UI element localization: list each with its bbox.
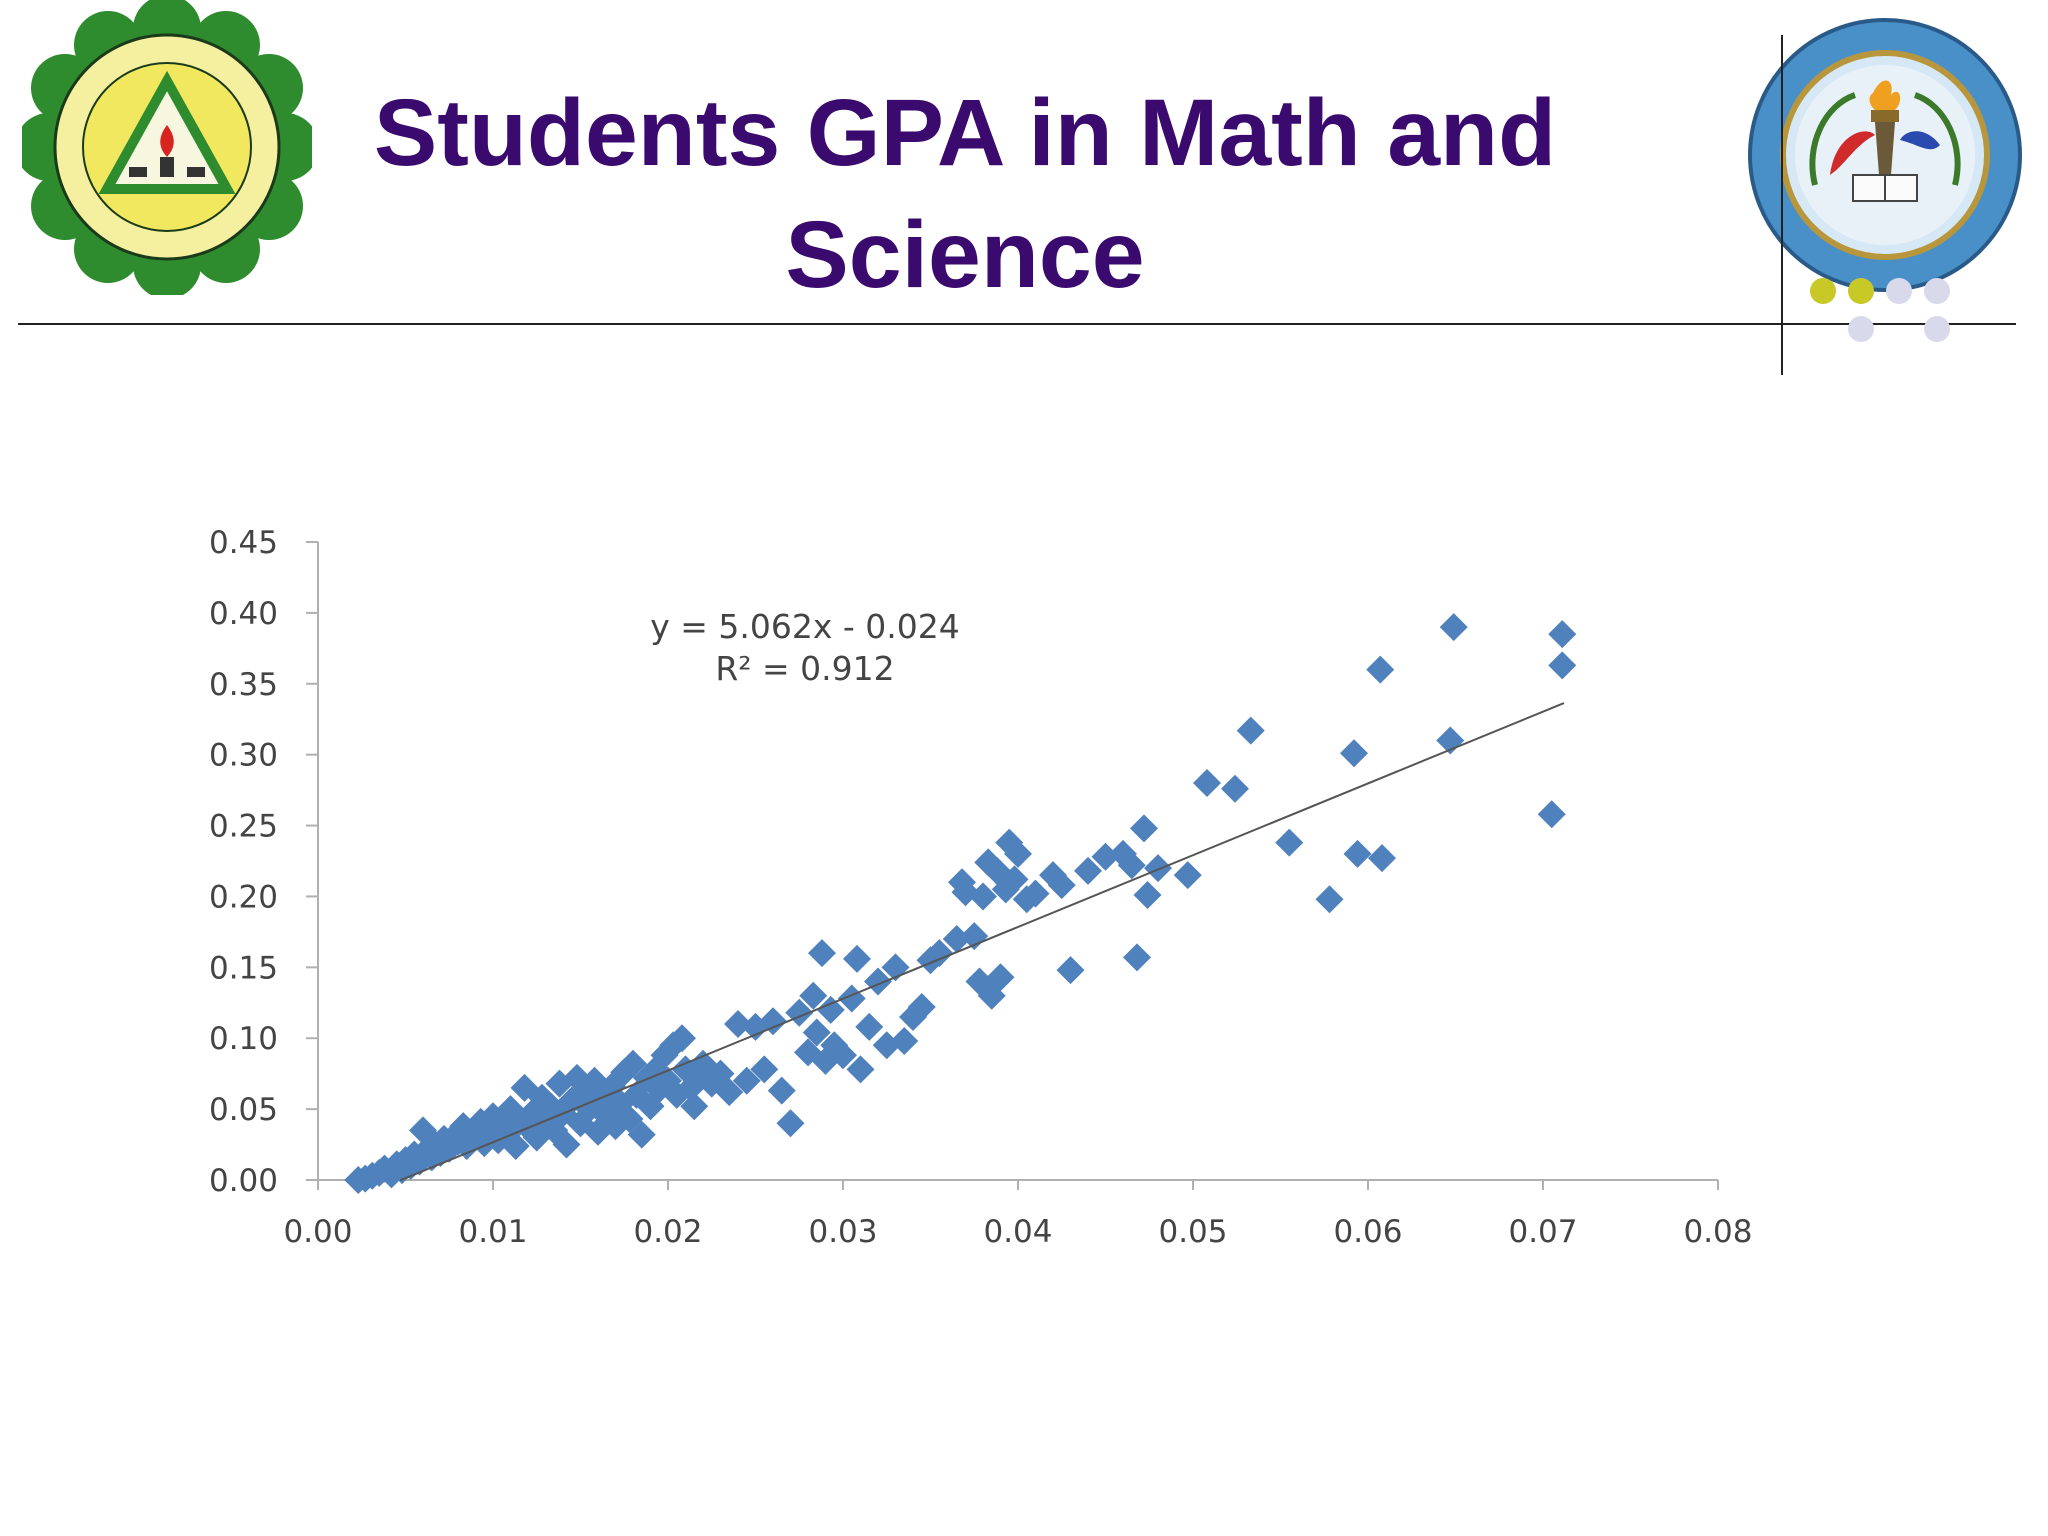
data-point xyxy=(1343,839,1372,868)
data-point xyxy=(1133,881,1162,910)
data-point xyxy=(843,944,871,973)
x-tick-label: 0.08 xyxy=(1683,1214,1752,1250)
college-seal-icon xyxy=(1745,15,2025,295)
y-tick-label: 0.35 xyxy=(209,667,278,703)
data-point xyxy=(724,1010,752,1039)
data-point xyxy=(1074,856,1102,885)
decorative-dot xyxy=(1848,278,1874,304)
data-point xyxy=(668,1024,696,1053)
x-tick-label: 0.07 xyxy=(1508,1214,1577,1250)
data-point xyxy=(750,1055,779,1084)
chart-axes: 0.00 0.05 0.10 0.15 0.20 0.25 0.30 0.35 0.40 0.45… xyxy=(209,525,1753,1250)
data-point xyxy=(829,1041,857,1070)
y-tick-label: 0.15 xyxy=(209,950,278,986)
decorative-dot xyxy=(1810,278,1836,304)
data-point xyxy=(1315,885,1344,914)
chart-points xyxy=(344,613,1577,1194)
data-point xyxy=(732,1066,761,1095)
data-point xyxy=(1548,620,1577,649)
data-point xyxy=(1047,871,1076,900)
data-point xyxy=(846,1055,875,1084)
data-point xyxy=(1368,844,1396,873)
data-point xyxy=(1173,861,1202,890)
data-point xyxy=(808,939,836,968)
data-point xyxy=(501,1131,530,1160)
data-point xyxy=(1117,851,1146,880)
data-point xyxy=(1236,716,1265,745)
y-tick-label: 0.20 xyxy=(209,879,278,915)
data-point xyxy=(907,993,936,1022)
data-point xyxy=(925,939,954,968)
x-tick-label: 0.03 xyxy=(808,1214,877,1250)
y-tick-label: 0.45 xyxy=(209,525,278,561)
y-tick-label: 0.25 xyxy=(209,809,278,845)
data-point xyxy=(767,1076,796,1105)
data-point xyxy=(802,1018,831,1047)
data-point xyxy=(1091,842,1120,871)
data-point xyxy=(855,1012,884,1041)
data-point xyxy=(776,1109,805,1138)
data-point xyxy=(627,1120,656,1149)
data-point xyxy=(799,981,828,1010)
page-title: Students GPA in Math and Science xyxy=(373,80,1557,308)
data-point xyxy=(864,967,892,996)
data-point xyxy=(619,1049,647,1078)
x-tick-label: 0.06 xyxy=(1333,1214,1402,1250)
data-point xyxy=(1537,800,1566,829)
x-tick-label: 0.00 xyxy=(283,1214,352,1250)
data-point xyxy=(1144,854,1172,883)
x-tick-label: 0.01 xyxy=(458,1214,527,1250)
data-point xyxy=(1130,814,1158,843)
data-point xyxy=(680,1092,709,1121)
data-point xyxy=(1439,613,1468,642)
university-seal-icon xyxy=(15,0,319,299)
trendline xyxy=(399,702,1565,1182)
header-vertical-divider xyxy=(1781,35,1783,375)
header-divider xyxy=(18,323,2016,325)
data-point xyxy=(1275,828,1304,857)
data-point xyxy=(960,922,989,951)
data-point xyxy=(552,1130,581,1159)
trendline-equation: y = 5.062x - 0.024 xyxy=(650,607,960,646)
y-tick-label: 0.00 xyxy=(209,1163,278,1199)
data-point xyxy=(1548,651,1577,680)
decorative-dot xyxy=(1924,316,1950,342)
data-point xyxy=(1193,769,1221,798)
data-point xyxy=(1221,774,1249,803)
trendline-r-squared: R² = 0.912 xyxy=(715,649,894,688)
data-point xyxy=(715,1078,744,1107)
data-point xyxy=(1366,655,1395,684)
decorative-dot xyxy=(1924,278,1950,304)
data-point xyxy=(986,963,1015,992)
decorative-dot xyxy=(1886,278,1912,304)
y-tick-label: 0.05 xyxy=(209,1092,278,1128)
y-tick-label: 0.30 xyxy=(209,738,278,774)
x-tick-label: 0.04 xyxy=(983,1214,1052,1250)
data-point xyxy=(1000,865,1029,894)
data-point xyxy=(890,1027,919,1056)
data-point xyxy=(1123,943,1151,972)
y-tick-label: 0.10 xyxy=(209,1021,278,1057)
x-tick-label: 0.02 xyxy=(633,1214,702,1250)
data-point xyxy=(1021,879,1050,908)
decorative-dot xyxy=(1848,316,1874,342)
data-point xyxy=(785,998,814,1027)
data-point xyxy=(969,882,997,911)
data-point xyxy=(1340,739,1368,768)
y-tick-label: 0.40 xyxy=(209,596,278,632)
x-tick-label: 0.05 xyxy=(1158,1214,1227,1250)
data-point xyxy=(759,1007,787,1036)
data-point xyxy=(1056,956,1085,985)
data-point xyxy=(942,924,971,953)
data-point xyxy=(816,995,845,1024)
data-point xyxy=(1004,839,1032,868)
